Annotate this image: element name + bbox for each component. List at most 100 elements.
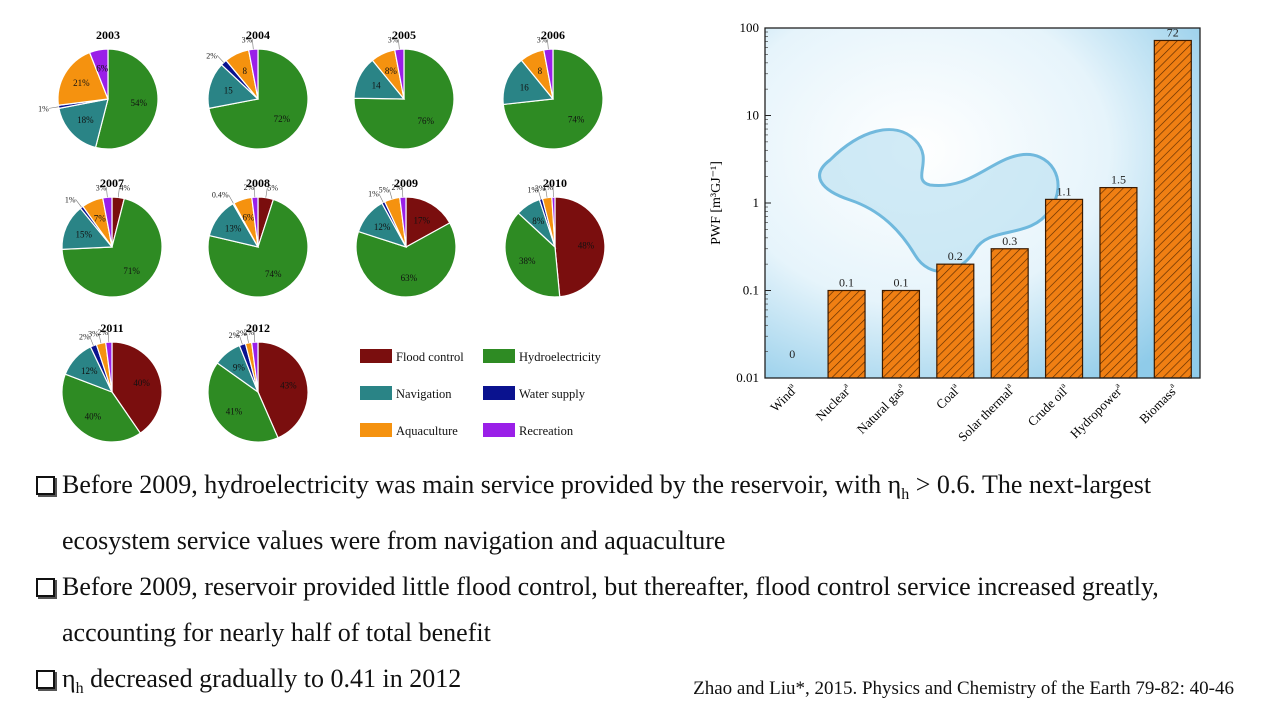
bullet-text: decreased gradually to 0.41 in 2012 (83, 664, 462, 694)
pie-data-label: 72% (274, 114, 291, 124)
pie-data-label: 40% (133, 378, 150, 388)
pie-data-label: 74% (265, 269, 282, 279)
pie-slice-hydroelectricity (353, 48, 455, 150)
y-tick-label: 100 (740, 20, 760, 35)
pie-data-label: 16 (520, 82, 530, 92)
pie-data-label: 43% (280, 381, 297, 391)
pie-slice-hydroelectricity (207, 198, 309, 298)
legend-swatch-hydroelectricity (483, 349, 515, 363)
pie-data-label: 74% (568, 115, 585, 125)
pie-leader-line (75, 199, 82, 208)
x-category-label: Nucleara (812, 380, 855, 423)
bullet-item: Before 2009, reservoir provided little f… (34, 564, 1264, 656)
pie-leader-line (401, 187, 404, 198)
pie-data-label: 14 (372, 80, 382, 90)
pie-data-label: 3% (96, 183, 107, 192)
bullet-text: Before 2009, reservoir provided little f… (62, 572, 1159, 648)
pie-slice-hydroelectricity (94, 48, 159, 150)
pwf-bar-chart: 0.01 0.1 1 10 100 0 Winda 0.1 Nucleara 0.1 Natural… (709, 20, 1201, 444)
pie-data-label: 0.4% (212, 191, 229, 200)
checkbox-bullet-icon (36, 578, 55, 598)
bar-data-label: 0.1 (893, 276, 908, 290)
pie-2004: 2004 72% 15 2% 8 3% (206, 28, 309, 150)
pie-data-label: 6% (96, 64, 109, 74)
pie-data-label: 2% (244, 183, 255, 192)
legend-label: Water supply (519, 387, 586, 401)
pie-2003: 2003 54% 18% 1% 21% 6% (38, 28, 159, 150)
y-axis-label: PWF [m³GJ⁻¹] (709, 161, 724, 245)
pie-slice-navigation (58, 98, 109, 149)
pie-leader-line (253, 187, 256, 198)
pie-title: 2012 (246, 321, 270, 335)
pie-2010: 2010 48% 38% 8% 1%3%1% (504, 176, 606, 298)
pie-title: 2009 (394, 176, 418, 190)
x-category-label: Coala (932, 380, 964, 412)
bullet-text: Before 2009, hydroelectricity was main s… (62, 470, 902, 499)
pie-data-label: 54% (131, 98, 148, 108)
x-category-label: Crude oila (1024, 380, 1073, 429)
pie-leader-line (378, 193, 384, 203)
bar-data-label: 0.2 (948, 249, 963, 263)
pie-title: 2004 (246, 28, 270, 42)
bar-coal (936, 263, 975, 379)
pie-data-label: 2% (244, 328, 255, 337)
pie-data-label: 38% (519, 256, 536, 266)
pie-2005: 2005 76% 148% 3% (353, 28, 455, 150)
pie-slice-hydroelectricity (61, 373, 142, 443)
pie-data-label: 1% (542, 183, 553, 192)
pie-title: 2008 (246, 176, 270, 190)
pie-data-label: 1% (368, 190, 379, 199)
pie-leader-line (117, 187, 120, 198)
pie-leader-line (545, 187, 548, 198)
pie-title: 2011 (100, 321, 123, 335)
pie-data-label: 63% (401, 273, 418, 283)
pie-data-label: 2% (206, 51, 217, 60)
pie-data-label: 8% (385, 66, 398, 76)
pie-title: 2005 (392, 28, 416, 42)
pie-leader-line (106, 187, 108, 198)
pie-data-label: 71% (123, 266, 140, 276)
y-tick-label: 1 (753, 195, 760, 210)
pie-data-label: 2% (229, 331, 240, 340)
pie-data-label: 12% (374, 222, 391, 232)
bullet-subscript: h (901, 486, 910, 504)
pie-slice-flood-control (405, 196, 451, 249)
pie-leader-line (537, 189, 542, 200)
x-category-label: Biomassa (1135, 380, 1181, 426)
legend-swatch-navigation (360, 386, 392, 400)
pie-data-label: 2% (79, 332, 90, 341)
bullet-subscript: h (75, 680, 84, 698)
bullet-text: η (62, 664, 76, 694)
legend-swatch-water-supply (483, 386, 515, 400)
pie-title: 2003 (96, 28, 120, 42)
bar-hydropower (1099, 186, 1138, 379)
pie-data-label: 8 (538, 66, 543, 76)
pie-data-label: 3% (88, 329, 99, 338)
x-category-label: Natural gasa (853, 380, 909, 436)
x-category-label: Winda (766, 380, 800, 414)
pie-data-label: 8 (243, 66, 248, 76)
bar-data-label: 72 (1167, 25, 1179, 39)
pie-leader-line (547, 39, 549, 50)
pie-data-label: 2% (98, 328, 109, 337)
legend-label: Flood control (396, 350, 464, 364)
bar-solar-thermal (990, 248, 1029, 379)
pie-data-label: 1% (527, 185, 538, 194)
legend-label: Aquaculture (396, 424, 458, 438)
pie-data-label: 3% (537, 35, 548, 44)
pie-leader-line (48, 106, 59, 109)
pie-data-label: 2% (392, 183, 403, 192)
checkbox-bullet-icon (36, 476, 55, 495)
pie-data-label: 9% (233, 363, 246, 373)
pie-data-label: 21% (73, 78, 90, 88)
bullet-item: ηh decreased gradually to 0.41 in 2012 (34, 656, 1264, 712)
legend-label: Hydroelectricity (519, 350, 602, 364)
y-tick-label: 0.1 (743, 283, 759, 298)
pie-data-label: 13% (225, 224, 242, 234)
pie-data-label: 8% (532, 216, 545, 226)
bullet-text: > 0.6. The next-largest ecosystem servic… (62, 470, 1152, 556)
